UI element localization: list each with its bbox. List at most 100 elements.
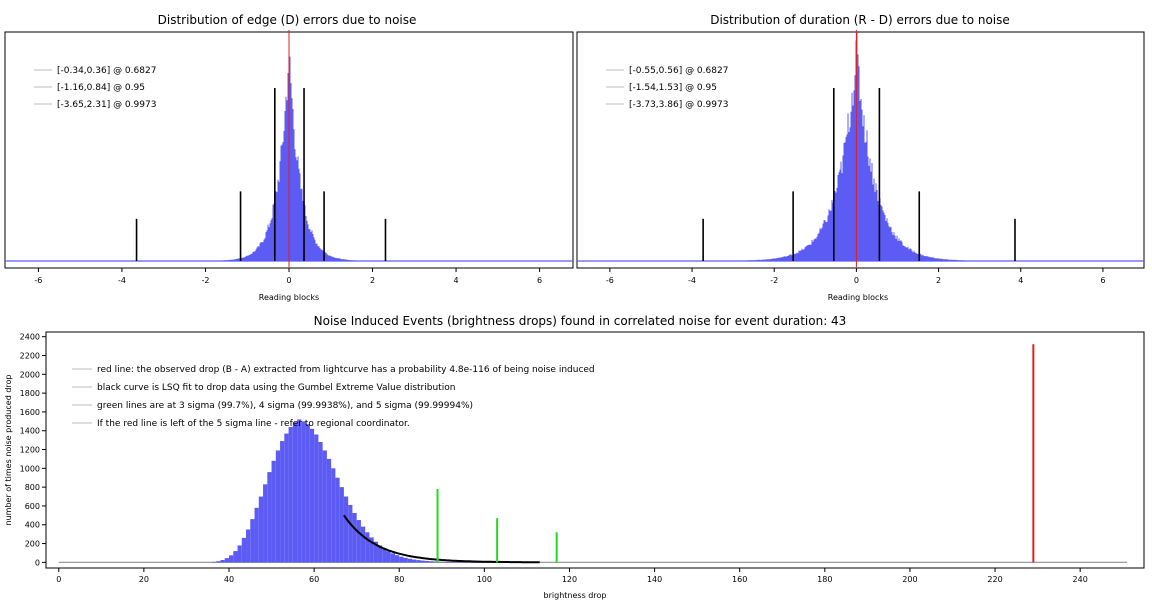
y-tick-label: 1000 [20,464,40,473]
histogram-bar [369,537,374,563]
edge-error-confidence-lines [135,30,387,267]
histogram-bar [390,553,395,563]
histogram-bar [433,561,438,563]
histogram-bar [365,532,370,563]
legend-entry: [-3.65,2.31] @ 0.9973 [57,100,156,110]
x-tick-label: -4 [688,276,696,285]
histogram-bar [386,551,391,563]
edge-error-x-axis: -6 -4 -2 0 2 4 6 [34,268,542,285]
edge-error-legend: [-0.34,0.36] @ 0.6827 [-1.16,0.84] @ 0.95… [34,66,156,110]
histogram-bar [326,458,332,563]
histogram-bar [237,545,242,563]
histogram-bar [309,428,315,563]
histogram-bar [407,558,412,563]
duration-error-x-axis-label: Reading blocks [828,293,888,302]
x-tick-label: 200 [902,575,917,584]
histogram-bar [471,562,476,563]
histogram-bar [339,487,344,563]
histogram-bar [450,562,455,563]
histogram-bar [233,551,238,563]
x-tick-label: 100 [477,575,492,584]
edge-error-chart-title: Distribution of edge (D) errors due to n… [158,13,417,27]
y-tick-label: 1600 [20,408,40,417]
x-tick-label: 160 [732,575,747,584]
histogram-bar [267,472,272,563]
noise-events-chart-title: Noise Induced Events (brightness drops) … [314,314,847,328]
histogram-bar [403,557,408,563]
noise-events-chart: Noise Induced Events (brightness drops) … [4,314,1145,600]
noise-events-x-axis: 0 20 40 60 80 100 120 140 160 180 200 220 240 [56,568,1088,584]
noise-events-legend: red line: the observed drop (B - A) extr… [72,365,595,429]
histogram-bar [412,559,417,563]
histogram-bar [373,541,378,563]
x-tick-label: -4 [118,276,126,285]
y-tick-label: 600 [25,502,40,511]
noise-events-y-axis-label: number of times noise produced drop [4,375,13,526]
histogram-bar [424,560,430,563]
legend-entry: green lines are at 3 sigma (99.7%), 4 si… [97,401,473,411]
y-tick-label: 0 [35,558,40,567]
histogram-bar [463,562,468,563]
x-tick-label: -6 [606,276,614,285]
histogram-bar [284,433,289,563]
histogram-bar [275,450,281,563]
histogram-bar [297,419,302,563]
x-tick-label: -2 [201,276,209,285]
legend-entry: If the red line is left of the 5 sigma l… [97,419,410,429]
y-tick-label: 2200 [20,352,40,361]
noise-events-plot-frame [45,331,1145,569]
histogram-bar [211,561,217,563]
legend-entry: [-1.54,1.53] @ 0.95 [629,83,717,93]
histogram-bar [220,560,225,563]
histogram-bar [318,442,323,563]
histogram-bar [322,450,327,563]
x-tick-label: 4 [1018,276,1023,285]
histogram-bar [446,561,451,563]
histogram-bar [360,526,366,563]
duration-error-confidence-lines [702,30,1016,267]
duration-error-chart-title: Distribution of duration (R - D) errors … [710,13,1010,27]
histogram-bar [250,519,255,563]
x-tick-label: -2 [770,276,778,285]
x-tick-label: 120 [562,575,577,584]
histogram-bar [467,562,472,563]
histogram-bar [394,555,400,563]
histogram-bar [314,434,319,563]
noise-events-marks [343,344,1035,564]
x-tick-label: 80 [394,575,404,584]
x-tick-label: 2 [370,276,375,285]
noise-events-histogram [58,419,1127,563]
legend-entry: [-0.34,0.36] @ 0.6827 [57,66,156,76]
x-tick-label: 40 [224,575,234,584]
y-tick-label: 200 [25,540,40,549]
noise-events-y-axis: 0 200 400 600 800 1000 1200 1400 1600 1800 2000 220… [20,333,46,567]
x-tick-label: 4 [454,276,459,285]
histogram-bar [348,505,353,563]
histogram-bar [331,468,336,563]
histogram-bar [229,555,234,563]
y-tick-label: 2400 [20,333,40,342]
histogram-bar [437,561,442,563]
histogram-bar [305,424,310,563]
histogram-bar [352,512,357,563]
histogram-bar [454,562,459,563]
histogram-bar [356,520,361,563]
duration-error-x-axis: -6 -4 -2 0 2 4 6 [606,268,1105,285]
histogram-bar [458,562,464,563]
x-tick-label: 6 [537,276,542,285]
histogram-bar [441,561,447,563]
histogram-bar [241,537,247,563]
histogram-bar [420,560,425,563]
y-tick-label: 1400 [20,427,40,436]
histogram-bar [216,561,221,563]
edge-error-x-axis-label: Reading blocks [259,293,319,302]
histogram-bar [335,477,340,563]
noise-events-x-axis-label: brightness drop [544,591,607,600]
x-tick-label: 6 [1100,276,1105,285]
histogram-bar [288,426,293,563]
x-tick-label: -6 [34,276,42,285]
histogram-bar [254,507,259,563]
histogram-bar [271,460,276,563]
y-tick-label: 400 [25,521,40,530]
